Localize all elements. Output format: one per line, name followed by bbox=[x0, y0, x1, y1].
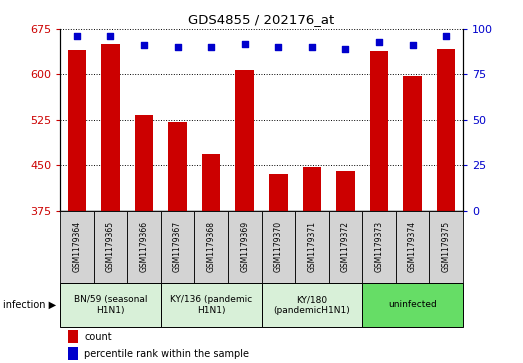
Bar bbox=[195, 211, 228, 283]
Bar bbox=[101, 44, 120, 211]
Text: GSM1179367: GSM1179367 bbox=[173, 221, 182, 272]
Bar bbox=[262, 211, 295, 283]
Bar bbox=[362, 211, 396, 283]
Point bbox=[207, 44, 215, 50]
Bar bbox=[161, 283, 262, 327]
Text: uninfected: uninfected bbox=[388, 301, 437, 309]
Bar bbox=[403, 76, 422, 211]
Text: GSM1179368: GSM1179368 bbox=[207, 221, 215, 272]
Text: GSM1179365: GSM1179365 bbox=[106, 221, 115, 272]
Text: GSM1179370: GSM1179370 bbox=[274, 221, 283, 272]
Point bbox=[308, 44, 316, 50]
Bar bbox=[168, 122, 187, 211]
Bar bbox=[67, 50, 86, 211]
Text: GSM1179371: GSM1179371 bbox=[308, 221, 316, 272]
Text: GSM1179375: GSM1179375 bbox=[441, 221, 451, 272]
Bar bbox=[135, 115, 153, 211]
Point bbox=[442, 33, 450, 39]
Bar bbox=[396, 211, 429, 283]
Text: percentile rank within the sample: percentile rank within the sample bbox=[84, 348, 249, 359]
Bar bbox=[68, 347, 78, 360]
Point bbox=[73, 33, 81, 39]
Bar bbox=[362, 283, 463, 327]
Text: GSM1179372: GSM1179372 bbox=[341, 221, 350, 272]
Point bbox=[106, 33, 115, 39]
Text: GSM1179369: GSM1179369 bbox=[240, 221, 249, 272]
Bar bbox=[68, 330, 78, 343]
Point bbox=[274, 44, 282, 50]
Bar bbox=[429, 211, 463, 283]
Bar bbox=[370, 52, 388, 211]
Text: infection ▶: infection ▶ bbox=[3, 300, 56, 310]
Text: KY/136 (pandemic
H1N1): KY/136 (pandemic H1N1) bbox=[170, 295, 252, 315]
Bar bbox=[303, 167, 321, 211]
Point bbox=[174, 44, 182, 50]
Bar bbox=[328, 211, 362, 283]
Text: KY/180
(pandemicH1N1): KY/180 (pandemicH1N1) bbox=[274, 295, 350, 315]
Text: GSM1179366: GSM1179366 bbox=[140, 221, 149, 272]
Text: count: count bbox=[84, 331, 112, 342]
Text: GSM1179373: GSM1179373 bbox=[374, 221, 383, 272]
Bar bbox=[269, 174, 288, 211]
Bar bbox=[94, 211, 127, 283]
Point bbox=[375, 39, 383, 45]
Bar bbox=[437, 49, 456, 211]
Bar bbox=[295, 211, 328, 283]
Bar bbox=[228, 211, 262, 283]
Point bbox=[241, 41, 249, 46]
Text: BN/59 (seasonal
H1N1): BN/59 (seasonal H1N1) bbox=[74, 295, 147, 315]
Point bbox=[408, 42, 417, 48]
Bar bbox=[235, 70, 254, 211]
Bar bbox=[127, 211, 161, 283]
Title: GDS4855 / 202176_at: GDS4855 / 202176_at bbox=[188, 13, 335, 26]
Bar bbox=[161, 211, 195, 283]
Text: GSM1179374: GSM1179374 bbox=[408, 221, 417, 272]
Bar bbox=[60, 283, 161, 327]
Point bbox=[341, 46, 349, 52]
Bar bbox=[60, 211, 94, 283]
Bar bbox=[262, 283, 362, 327]
Bar bbox=[336, 171, 355, 211]
Bar bbox=[202, 154, 220, 211]
Point bbox=[140, 42, 148, 48]
Text: GSM1179364: GSM1179364 bbox=[72, 221, 82, 272]
